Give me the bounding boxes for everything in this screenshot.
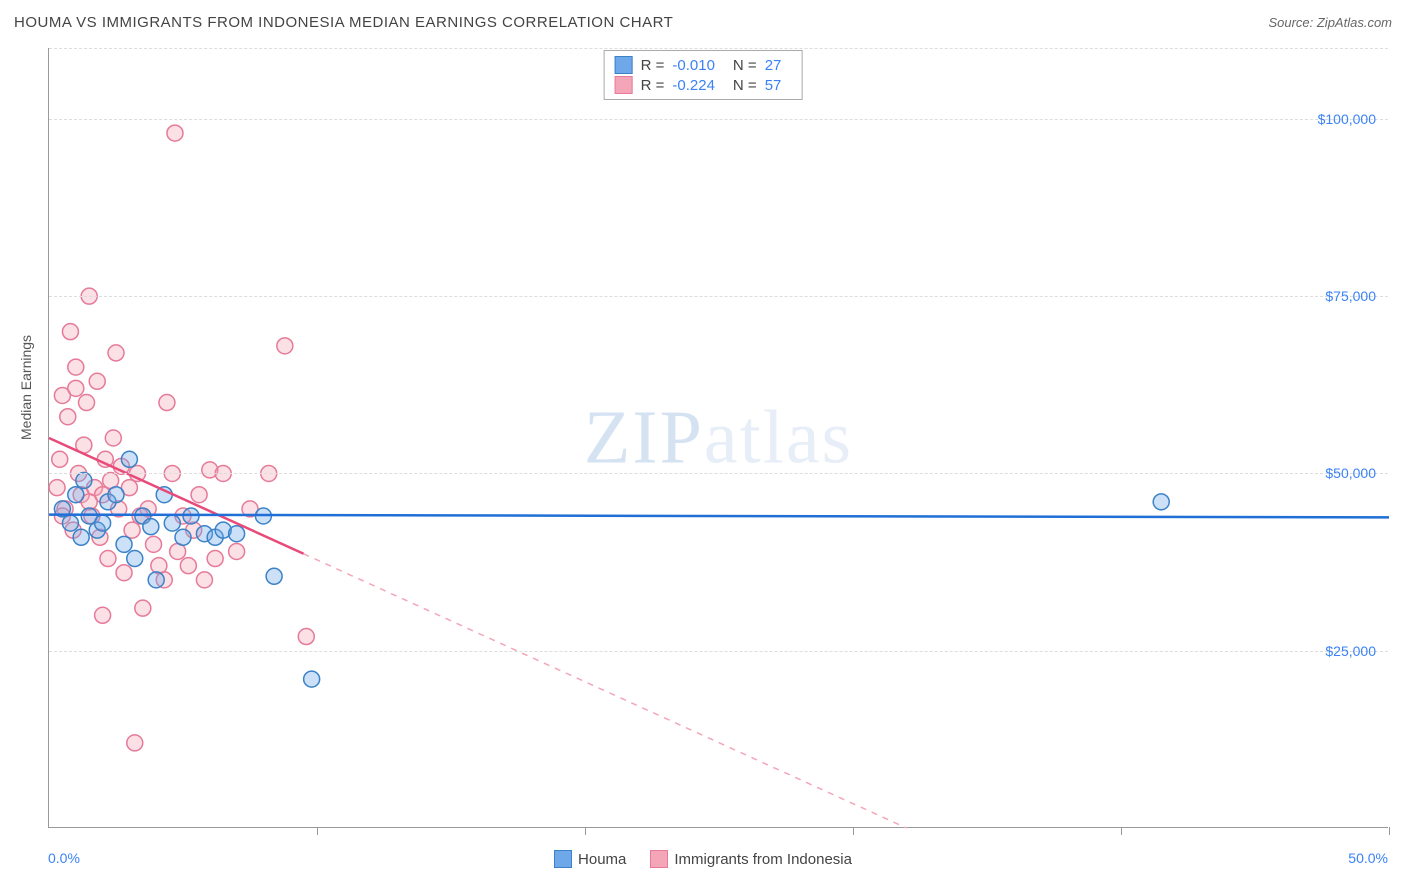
- data-point-indonesia: [167, 125, 183, 141]
- data-point-houma: [108, 487, 124, 503]
- data-point-indonesia: [79, 395, 95, 411]
- y-tick-label: $25,000: [1325, 643, 1376, 659]
- data-point-houma: [95, 515, 111, 531]
- data-point-indonesia: [207, 551, 223, 567]
- data-point-houma: [148, 572, 164, 588]
- data-point-indonesia: [116, 565, 132, 581]
- gridline-h: [49, 296, 1388, 297]
- data-point-indonesia: [62, 324, 78, 340]
- data-point-indonesia: [89, 373, 105, 389]
- data-point-indonesia: [49, 480, 65, 496]
- gridline-h: [49, 48, 1388, 49]
- corr-r-prefix: R =: [641, 57, 665, 74]
- legend-swatch-indonesia: [615, 76, 633, 94]
- corr-r-value-indonesia: -0.224: [672, 77, 715, 94]
- data-point-indonesia: [60, 409, 76, 425]
- x-tick: [1121, 827, 1122, 835]
- data-point-houma: [73, 529, 89, 545]
- data-point-indonesia: [68, 359, 84, 375]
- x-tick: [853, 827, 854, 835]
- scatter-layer: [49, 48, 349, 198]
- data-point-houma: [127, 551, 143, 567]
- y-tick-label: $100,000: [1318, 111, 1376, 127]
- corr-n-prefix: N =: [733, 57, 757, 74]
- legend-item-houma: Houma: [554, 850, 626, 868]
- data-point-indonesia: [100, 551, 116, 567]
- corr-r-value-houma: -0.010: [672, 57, 715, 74]
- legend-swatch-houma: [554, 850, 572, 868]
- data-point-indonesia: [127, 735, 143, 751]
- bottom-legend: Houma Immigrants from Indonesia: [0, 850, 1406, 868]
- chart-title: HOUMA VS IMMIGRANTS FROM INDONESIA MEDIA…: [14, 14, 673, 31]
- watermark-zip: ZIP: [584, 395, 704, 479]
- x-tick: [317, 827, 318, 835]
- data-point-houma: [116, 536, 132, 552]
- correlation-box: R = -0.010 N = 27 R = -0.224 N = 57: [604, 50, 803, 100]
- data-point-houma: [143, 519, 159, 535]
- data-point-indonesia: [229, 543, 245, 559]
- data-point-indonesia: [135, 600, 151, 616]
- trendline-dash-indonesia: [304, 554, 907, 828]
- x-min-label: 0.0%: [48, 850, 80, 866]
- x-tick: [585, 827, 586, 835]
- watermark: ZIPatlas: [584, 394, 853, 481]
- data-point-houma: [1153, 494, 1169, 510]
- data-point-indonesia: [191, 487, 207, 503]
- data-point-indonesia: [146, 536, 162, 552]
- gridline-h: [49, 473, 1388, 474]
- legend-swatch-indonesia: [650, 850, 668, 868]
- data-point-indonesia: [298, 629, 314, 645]
- data-point-houma: [68, 487, 84, 503]
- data-point-indonesia: [277, 338, 293, 354]
- legend-label-indonesia: Immigrants from Indonesia: [674, 851, 852, 868]
- corr-row-indonesia: R = -0.224 N = 57: [615, 75, 792, 95]
- data-point-houma: [164, 515, 180, 531]
- data-point-houma: [76, 473, 92, 489]
- gridline-h: [49, 651, 1388, 652]
- data-point-indonesia: [95, 607, 111, 623]
- data-point-indonesia: [105, 430, 121, 446]
- corr-n-value-indonesia: 57: [765, 77, 782, 94]
- data-point-indonesia: [124, 522, 140, 538]
- chart-header: HOUMA VS IMMIGRANTS FROM INDONESIA MEDIA…: [0, 0, 1406, 36]
- data-point-indonesia: [108, 345, 124, 361]
- watermark-atlas: atlas: [704, 395, 853, 479]
- y-tick-label: $75,000: [1325, 288, 1376, 304]
- data-point-houma: [62, 515, 78, 531]
- data-point-indonesia: [52, 451, 68, 467]
- corr-n-value-houma: 27: [765, 57, 782, 74]
- corr-r-prefix: R =: [641, 77, 665, 94]
- corr-n-prefix: N =: [733, 77, 757, 94]
- legend-item-indonesia: Immigrants from Indonesia: [650, 850, 852, 868]
- legend-swatch-houma: [615, 56, 633, 74]
- gridline-h: [49, 119, 1388, 120]
- data-point-houma: [121, 451, 137, 467]
- x-tick: [1389, 827, 1390, 835]
- data-point-houma: [266, 568, 282, 584]
- data-point-indonesia: [180, 558, 196, 574]
- chart-source: Source: ZipAtlas.com: [1268, 15, 1392, 30]
- corr-row-houma: R = -0.010 N = 27: [615, 55, 792, 75]
- data-point-houma: [304, 671, 320, 687]
- data-point-houma: [175, 529, 191, 545]
- data-point-indonesia: [68, 380, 84, 396]
- data-point-indonesia: [159, 395, 175, 411]
- data-point-indonesia: [196, 572, 212, 588]
- y-axis-label: Median Earnings: [18, 335, 34, 440]
- plot-area: ZIPatlas $25,000 $50,000 $75,000 $100,000: [48, 48, 1388, 828]
- x-max-label: 50.0%: [1348, 850, 1388, 866]
- data-point-houma: [229, 526, 245, 542]
- y-tick-label: $50,000: [1325, 465, 1376, 481]
- legend-label-houma: Houma: [578, 851, 626, 868]
